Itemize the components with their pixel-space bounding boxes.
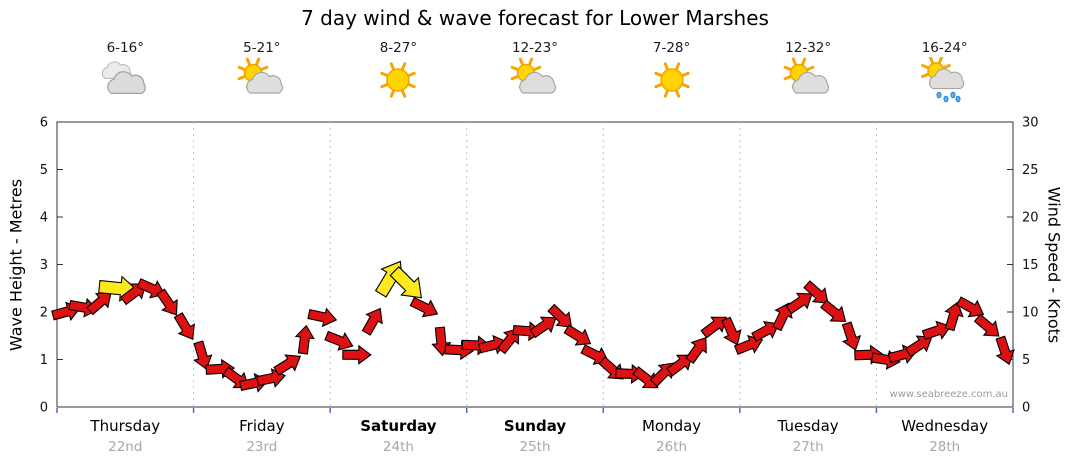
wind-arrow <box>995 335 1015 366</box>
wind-arrow <box>136 278 166 299</box>
wind-arrows <box>51 260 1015 393</box>
day-temp-range: 7-28° <box>652 40 691 56</box>
day-name: Wednesday <box>901 417 989 435</box>
right-tick-label: 20 <box>1022 211 1039 226</box>
day-axis-label: Wednesday 28th <box>875 417 1015 455</box>
wind-arrow <box>685 336 707 364</box>
day-axis-label: Sunday 25th <box>465 417 605 455</box>
day-header: 6-16° <box>60 40 190 105</box>
day-date: 26th <box>656 439 688 455</box>
weather-icon-sun-cloud <box>783 57 830 94</box>
right-tick-label: 15 <box>1022 258 1039 273</box>
day-axis-label: Friday 23rd <box>192 417 332 455</box>
wind-arrow <box>841 321 862 351</box>
wind-arrow <box>409 296 439 318</box>
day-date: 22nd <box>108 439 143 455</box>
wind-arrow <box>785 292 813 315</box>
wind-arrow <box>820 299 847 322</box>
day-temp-range: 16-24° <box>921 40 968 56</box>
left-tick-label: 6 <box>40 116 48 131</box>
wind-arrow <box>193 340 213 371</box>
weather-icon-sun-cloud <box>510 57 556 94</box>
wind-arrow <box>751 320 780 342</box>
wind-arrow <box>119 283 147 306</box>
left-tick-label: 2 <box>40 306 48 321</box>
day-axis-label: Monday 26th <box>602 417 742 455</box>
weather-icon-sunny <box>653 62 690 98</box>
day-temp-range: 12-23° <box>512 40 558 56</box>
wind-arrow <box>921 320 952 341</box>
day-date: 23rd <box>246 439 278 455</box>
wind-arrow-highlight <box>389 266 423 299</box>
left-tick-label: 5 <box>40 163 48 178</box>
day-header: 5-21° <box>197 40 327 105</box>
left-tick-label: 0 <box>40 401 48 416</box>
wind-arrow <box>294 324 315 355</box>
wind-arrow <box>563 324 592 346</box>
weather-icon-sunny <box>380 62 417 98</box>
chart-title: 7 day wind & wave forecast for Lower Mar… <box>301 6 769 30</box>
day-header: 12-23° <box>470 40 600 105</box>
watermark: www.seabreeze.com.au <box>889 389 1008 400</box>
wind-arrow <box>361 307 383 336</box>
wind-arrow <box>529 316 557 339</box>
weather-icon-sun-cloud-rain <box>920 57 964 103</box>
wind-arrow <box>803 280 829 304</box>
right-axis-label: Wind Speed - Knots <box>1044 186 1064 344</box>
day-header: 8-27° <box>333 40 463 105</box>
day-name: Tuesday <box>777 417 839 435</box>
day-header: 7-28° <box>607 40 737 105</box>
day-header: 12-32° <box>743 40 873 105</box>
left-axis-label: Wave Height - Metres <box>6 178 26 352</box>
right-tick-label: 25 <box>1022 163 1039 178</box>
right-tick-label: 10 <box>1022 306 1039 321</box>
day-temp-range: 8-27° <box>379 40 418 56</box>
wind-arrow <box>944 301 964 332</box>
wind-arrow <box>956 296 985 318</box>
day-date: 28th <box>929 439 961 455</box>
day-date: 27th <box>792 439 824 455</box>
left-tick-label: 3 <box>40 258 48 273</box>
day-temp-range: 12-32° <box>785 40 832 56</box>
day-date: 25th <box>519 439 551 455</box>
day-axis-label: Saturday 24th <box>328 417 468 455</box>
wind-arrow <box>324 330 354 351</box>
wind-arrow <box>342 344 372 365</box>
wind-arrow <box>632 366 659 389</box>
day-name: Friday <box>239 417 285 435</box>
wind-arrow <box>86 292 112 316</box>
weather-icon-sun-cloud <box>237 57 283 94</box>
wind-arrow <box>973 313 1000 337</box>
day-header: 16-24° <box>880 40 1010 105</box>
wind-arrow <box>547 303 573 328</box>
wind-arrow <box>904 335 933 357</box>
wind-arrow <box>307 307 338 328</box>
weather-icon-cloudy <box>102 61 147 95</box>
wind-arrow <box>666 354 693 377</box>
day-date: 24th <box>382 439 414 455</box>
day-name: Saturday <box>360 417 437 435</box>
day-axis-label: Tuesday 27th <box>738 417 878 455</box>
day-axis-label: Thursday 22nd <box>55 417 195 455</box>
right-tick-label: 30 <box>1022 116 1039 131</box>
wind-arrow <box>173 312 195 340</box>
day-name: Sunday <box>503 417 567 435</box>
right-tick-label: 5 <box>1022 353 1030 368</box>
left-tick-label: 1 <box>40 353 48 368</box>
day-temp-range: 5-21° <box>243 40 281 56</box>
day-name: Thursday <box>90 417 161 435</box>
day-name: Monday <box>641 417 702 435</box>
right-tick-label: 0 <box>1022 401 1030 416</box>
wind-arrow <box>156 288 178 316</box>
wind-arrow <box>721 316 742 346</box>
left-tick-label: 4 <box>40 211 48 226</box>
wind-arrow <box>273 354 301 376</box>
day-temp-range: 6-16° <box>106 40 144 56</box>
